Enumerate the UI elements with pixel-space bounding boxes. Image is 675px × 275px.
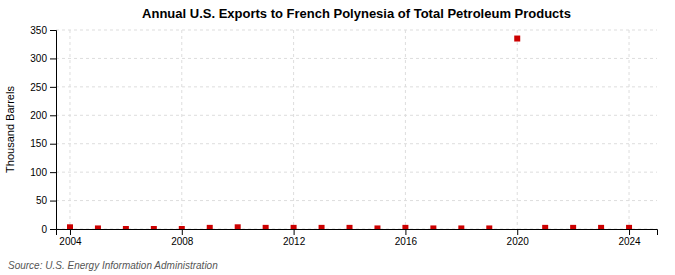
grid-line-y [56,172,657,173]
y-tick-mark [50,229,56,230]
y-tick-mark [50,144,56,145]
grid-line-x [629,30,630,229]
y-tick-label: 150 [30,138,47,149]
point [151,226,157,229]
annotation: Source: U.S. Energy Information Administ… [8,260,218,271]
point [95,225,101,229]
y-tick: 0 [41,224,56,235]
x-tick-mark [629,229,630,235]
grid-line-y [56,58,657,59]
y-tick-mark [50,58,56,59]
grid [56,30,657,229]
y-tick-mark [50,30,56,31]
point [598,225,604,229]
point [570,225,576,229]
x-tick: 2004 [59,229,82,247]
point [626,225,632,229]
x-tick-mark [517,229,518,235]
point [179,226,185,229]
x-axis-line [57,230,658,236]
x-tick-label: 2016 [395,236,418,247]
x-tick: 2020 [507,229,530,247]
x-tick: 2016 [395,229,418,247]
point [374,225,380,229]
y-tick-label: 200 [30,110,47,121]
grid-line-y [56,86,657,87]
x-tick-mark [182,229,183,235]
y-tick: 100 [30,167,56,178]
y-tick: 50 [36,195,56,206]
y-tick-mark [50,87,56,88]
y-tick-label: 0 [41,224,47,235]
y-axis-label: Thousand Barrels [4,86,16,173]
x-tick-label: 2004 [59,236,82,247]
x-tick-mark [70,229,71,235]
x-tick-label: 2008 [171,236,194,247]
point [542,225,548,229]
chart: 2004 2008 2012 2016 2020 2024 0 50 100 150 200 250 3… [0,0,675,275]
point [207,225,213,229]
y-tick-label: 250 [30,82,47,93]
y-axis-line [50,31,57,230]
point [319,225,325,229]
point [123,226,129,229]
point [67,224,73,229]
y-tick: 150 [30,138,56,149]
y-tick-label: 350 [30,25,47,36]
y-tick-label: 300 [30,53,47,64]
grid-line-y [56,200,657,201]
y-tick-mark [50,115,56,116]
point [263,225,269,229]
y-tick: 250 [30,82,56,93]
x-tick-mark [405,229,406,235]
y-tick: 350 [30,25,56,36]
y-axis: 0 50 100 150 200 250 300 350 [30,25,56,235]
point [347,225,353,229]
x-tick-label: 2024 [618,236,641,247]
y-tick-mark [50,201,56,202]
plot-area: 2004 2008 2012 2016 2020 2024 0 50 100 150 200 250 3… [30,25,657,247]
x-tick-mark [294,229,295,235]
y-tick: 300 [30,53,56,64]
grid-line-x [181,30,182,229]
x-axis: 2004 2008 2012 2016 2020 2024 [57,229,658,247]
grid-line-x [405,30,406,229]
point [235,224,241,229]
y-tick: 200 [30,110,56,121]
title: Annual U.S. Exports to French Polynesia … [142,6,571,21]
x-tick: 2008 [171,229,194,247]
point [430,225,436,229]
points [67,36,632,229]
point [458,225,464,229]
x-tick-label: 2020 [507,236,530,247]
x-tick-label: 2012 [283,236,306,247]
grid-line-y [56,30,657,31]
y-tick-label: 50 [36,195,48,206]
point [486,225,492,229]
x-tick: 2012 [283,229,306,247]
point [402,225,408,229]
grid-line-x [517,30,518,229]
y-tick-label: 100 [30,167,47,178]
grid-line-x [293,30,294,229]
x-tick: 2024 [618,229,641,247]
grid-line-y [56,143,657,144]
point [514,36,520,42]
grid-line-y [56,115,657,116]
point [291,225,297,229]
grid-line-x [69,30,70,229]
y-tick-mark [50,172,56,173]
